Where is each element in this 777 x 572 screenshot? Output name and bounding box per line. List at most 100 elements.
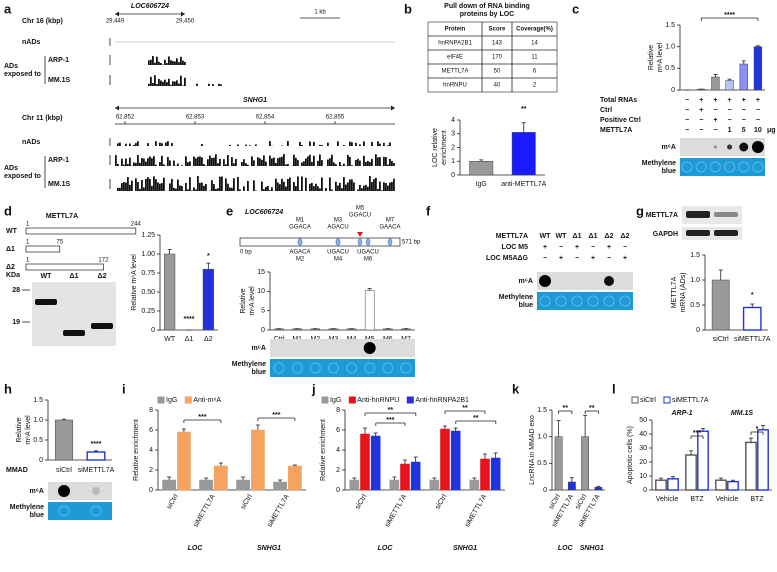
- bar: [410, 461, 421, 491]
- signal: [208, 83, 210, 86]
- label: MM.1S: [48, 181, 71, 188]
- label: +: [543, 244, 547, 251]
- bar: [236, 479, 250, 491]
- label: 14: [531, 41, 538, 47]
- label: Δ2: [98, 273, 107, 280]
- label: ARP-1: [48, 157, 69, 164]
- signal: [119, 187, 121, 191]
- signal: [351, 179, 353, 191]
- significance: **: [388, 407, 394, 414]
- signal: [155, 179, 157, 191]
- band: [686, 230, 710, 236]
- table-border: [427, 21, 558, 93]
- signal: [151, 158, 153, 166]
- signal: [218, 83, 220, 86]
- label: GAPDH: [653, 231, 678, 238]
- signal: [172, 61, 174, 65]
- bar: [697, 430, 709, 491]
- blot: [537, 272, 633, 290]
- blot-dot: [539, 295, 551, 307]
- label: M7: [386, 218, 395, 224]
- signal: [172, 81, 174, 86]
- label: LOC M5: [502, 244, 529, 251]
- signal: [287, 141, 289, 146]
- bar: [745, 441, 757, 491]
- signal: [139, 162, 141, 166]
- y-axis-label: enrichment: [441, 130, 448, 165]
- signal: [289, 177, 291, 191]
- signal: [339, 161, 341, 166]
- signal: [279, 184, 281, 191]
- blot-dot: [603, 295, 615, 307]
- signal: [287, 163, 289, 166]
- label: +: [591, 255, 595, 262]
- x-tick-label: anti-METTL7A: [501, 181, 546, 188]
- blot-dot: [752, 161, 764, 173]
- x-tick-label: siMETTL7A: [384, 493, 409, 528]
- signal: [175, 188, 177, 191]
- signal: [170, 60, 172, 65]
- panel-letter: j: [311, 381, 316, 396]
- signal: [171, 179, 173, 191]
- y-tick-label: 2: [336, 467, 340, 474]
- label: eIF4E: [447, 55, 463, 61]
- bar: [450, 430, 461, 491]
- signal: [373, 179, 375, 191]
- signal: [283, 181, 285, 191]
- label: −: [685, 97, 689, 104]
- legend-swatch: [321, 396, 329, 404]
- label: LOC M5AΔG: [486, 255, 529, 262]
- signal: [180, 56, 182, 65]
- signal: [321, 144, 323, 146]
- label: Methylene: [499, 294, 533, 301]
- label: −: [742, 117, 746, 124]
- label: Total RNAs: [600, 97, 637, 104]
- label: M4: [334, 257, 343, 263]
- label: WT: [556, 233, 568, 240]
- label: proteins by LOC: [460, 11, 514, 18]
- blot-dot: [382, 362, 394, 374]
- label: +: [742, 97, 746, 104]
- signal: [159, 183, 161, 191]
- signal: [295, 186, 297, 191]
- signal: [147, 158, 149, 166]
- label: 62,852: [116, 115, 135, 121]
- band: [714, 212, 738, 217]
- signal: [176, 58, 178, 65]
- signal: [361, 188, 363, 191]
- label: blue: [30, 512, 44, 519]
- signal: [393, 162, 395, 166]
- marker: [365, 238, 371, 246]
- y-tick-label: 3: [451, 131, 455, 138]
- signal: [239, 189, 241, 191]
- bar: [54, 419, 74, 461]
- signal: [247, 180, 249, 191]
- signal: [184, 77, 186, 86]
- band: [91, 323, 113, 329]
- legend-swatch: [663, 396, 671, 404]
- legend-label: Anti-m⁶A: [193, 397, 221, 404]
- signal: [349, 141, 351, 146]
- signal: [160, 63, 162, 65]
- y-tick-label: 2: [451, 144, 455, 151]
- signal: [161, 183, 163, 191]
- signal: [191, 190, 193, 191]
- panel-letter: k: [512, 381, 520, 396]
- signal: [169, 183, 171, 191]
- signal: [389, 182, 391, 191]
- signal: [195, 189, 197, 191]
- signal: [351, 165, 353, 166]
- significance: ***: [198, 414, 206, 421]
- label: −: [728, 107, 732, 114]
- signal: [311, 182, 313, 191]
- x-tick-label: Vehicle: [656, 496, 679, 503]
- label: −: [713, 107, 717, 114]
- panel-letter: l: [612, 381, 616, 396]
- panel-letter: e: [226, 203, 233, 218]
- signal: [220, 84, 222, 86]
- label: ADs: [4, 63, 18, 70]
- y-tick-label: 40: [639, 431, 647, 438]
- x-tick-label: siCtrl: [166, 493, 180, 511]
- significance: **: [589, 405, 595, 412]
- signal: [391, 181, 393, 191]
